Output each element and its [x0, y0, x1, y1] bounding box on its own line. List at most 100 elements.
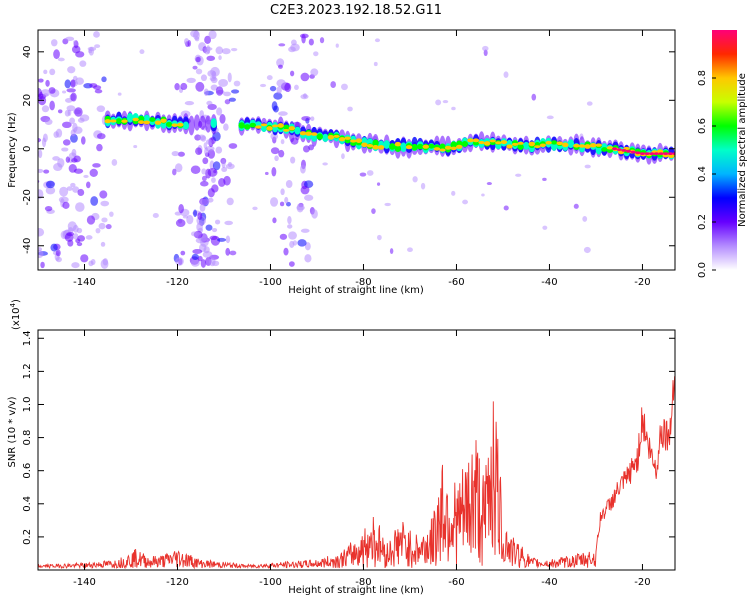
ridge-blob — [450, 146, 457, 151]
noise-blob — [171, 150, 180, 157]
ridge-blob — [344, 136, 351, 140]
noise-blob — [44, 118, 53, 126]
ridge-blob — [355, 138, 363, 143]
noise-blob — [542, 225, 548, 230]
noise-blob — [584, 164, 591, 169]
ridge-blob — [138, 115, 145, 122]
ridge-blob — [305, 131, 312, 136]
x-tick-label: -140 — [73, 577, 96, 588]
noise-blob — [90, 196, 99, 206]
noise-blob — [546, 115, 554, 120]
noise-blob — [224, 220, 234, 226]
noise-blob — [215, 146, 223, 154]
noise-blob — [300, 228, 310, 233]
noise-blob — [45, 79, 50, 87]
noise-blob — [109, 211, 114, 217]
noise-blob — [221, 166, 228, 172]
noise-blob — [278, 111, 288, 116]
noise-blob — [373, 61, 378, 67]
ridge-peak — [626, 149, 632, 153]
y-tick-label: 1.2 — [22, 363, 33, 379]
y-tick-label: -40 — [22, 238, 33, 254]
noise-blob — [65, 156, 71, 163]
noise-blob — [279, 233, 288, 240]
noise-blob — [192, 249, 203, 254]
ridge-blob — [523, 141, 530, 150]
noise-blob — [515, 173, 522, 177]
ridge-blob — [372, 139, 379, 147]
noise-blob — [269, 85, 277, 92]
ridge-blob — [517, 144, 524, 150]
snr-y-ticks: 0.2 0.4 0.6 0.8 1.0 1.2 1.4 — [22, 330, 675, 545]
ridge-blob — [461, 141, 469, 147]
noise-blob — [377, 234, 382, 241]
noise-blob — [252, 206, 258, 211]
noise-blob — [219, 114, 226, 124]
noise-blob — [208, 257, 216, 267]
noise-blob — [583, 246, 591, 254]
ridge-blob — [389, 143, 396, 150]
noise-blob — [76, 242, 83, 247]
ridge-blob — [500, 140, 508, 145]
ridge-blob — [310, 132, 318, 136]
noise-blob — [205, 139, 213, 145]
ridge-peak — [630, 150, 636, 154]
noise-blob — [211, 177, 216, 183]
ridge-blob — [495, 141, 502, 145]
ridge-blob — [472, 140, 480, 146]
noise-blob — [218, 78, 229, 87]
noise-blob — [214, 219, 221, 225]
noise-blob — [407, 247, 413, 252]
ridge-blob — [483, 141, 491, 146]
noise-blob — [93, 31, 100, 38]
ridge-blob — [428, 143, 435, 149]
x-tick-label: -20 — [634, 577, 650, 588]
ridge-blob — [589, 143, 597, 148]
colorbar-tick-label: 0.2 — [697, 214, 708, 230]
ridge-blob — [277, 123, 284, 128]
y-tick-label: 20 — [22, 94, 33, 107]
noise-blob — [66, 88, 76, 93]
noise-blob — [233, 80, 241, 87]
noise-blob — [72, 186, 80, 193]
snr-frame — [37, 329, 676, 571]
snr-y-axis-label: SNR (10 * v/v) — [7, 396, 18, 467]
noise-blob — [287, 216, 292, 225]
x-tick-label: -20 — [634, 277, 650, 288]
ridge-blob — [350, 139, 357, 143]
noise-blob — [197, 212, 203, 221]
ridge-peak — [644, 152, 650, 156]
noise-blob — [53, 49, 60, 60]
figure-title: C2E3.2023.192.18.52.G11 — [270, 3, 442, 18]
noise-blob — [48, 87, 56, 94]
noise-blob — [279, 201, 285, 207]
y-tick-label: 40 — [22, 45, 33, 58]
ridge-peak — [649, 152, 655, 156]
ridge-blob — [138, 120, 145, 125]
ridge-blob — [244, 124, 251, 130]
ridge-blob — [149, 117, 156, 122]
noise-blob — [66, 186, 73, 191]
noise-blob — [300, 94, 309, 100]
noise-blob — [301, 116, 311, 121]
ridge-blob — [372, 145, 379, 150]
noise-blob — [215, 46, 224, 55]
x-tick-label: -40 — [541, 277, 557, 288]
x-tick-label: -140 — [73, 277, 96, 288]
noise-blob — [322, 162, 328, 166]
noise-blob — [442, 100, 449, 104]
ridge-blob — [439, 143, 446, 151]
noise-blob — [177, 151, 185, 157]
noise-blob — [89, 83, 98, 88]
noise-blob — [451, 190, 456, 196]
ridge-blob — [417, 143, 424, 150]
noise-blob — [99, 190, 108, 199]
noise-blob — [225, 235, 231, 244]
ridge-blob — [472, 138, 480, 143]
ridge-blob — [567, 139, 575, 149]
noise-blob — [204, 147, 209, 156]
noise-blob — [274, 155, 279, 162]
noise-blob — [202, 251, 213, 258]
noise-blob — [273, 92, 283, 100]
ridge-blob — [528, 141, 535, 147]
